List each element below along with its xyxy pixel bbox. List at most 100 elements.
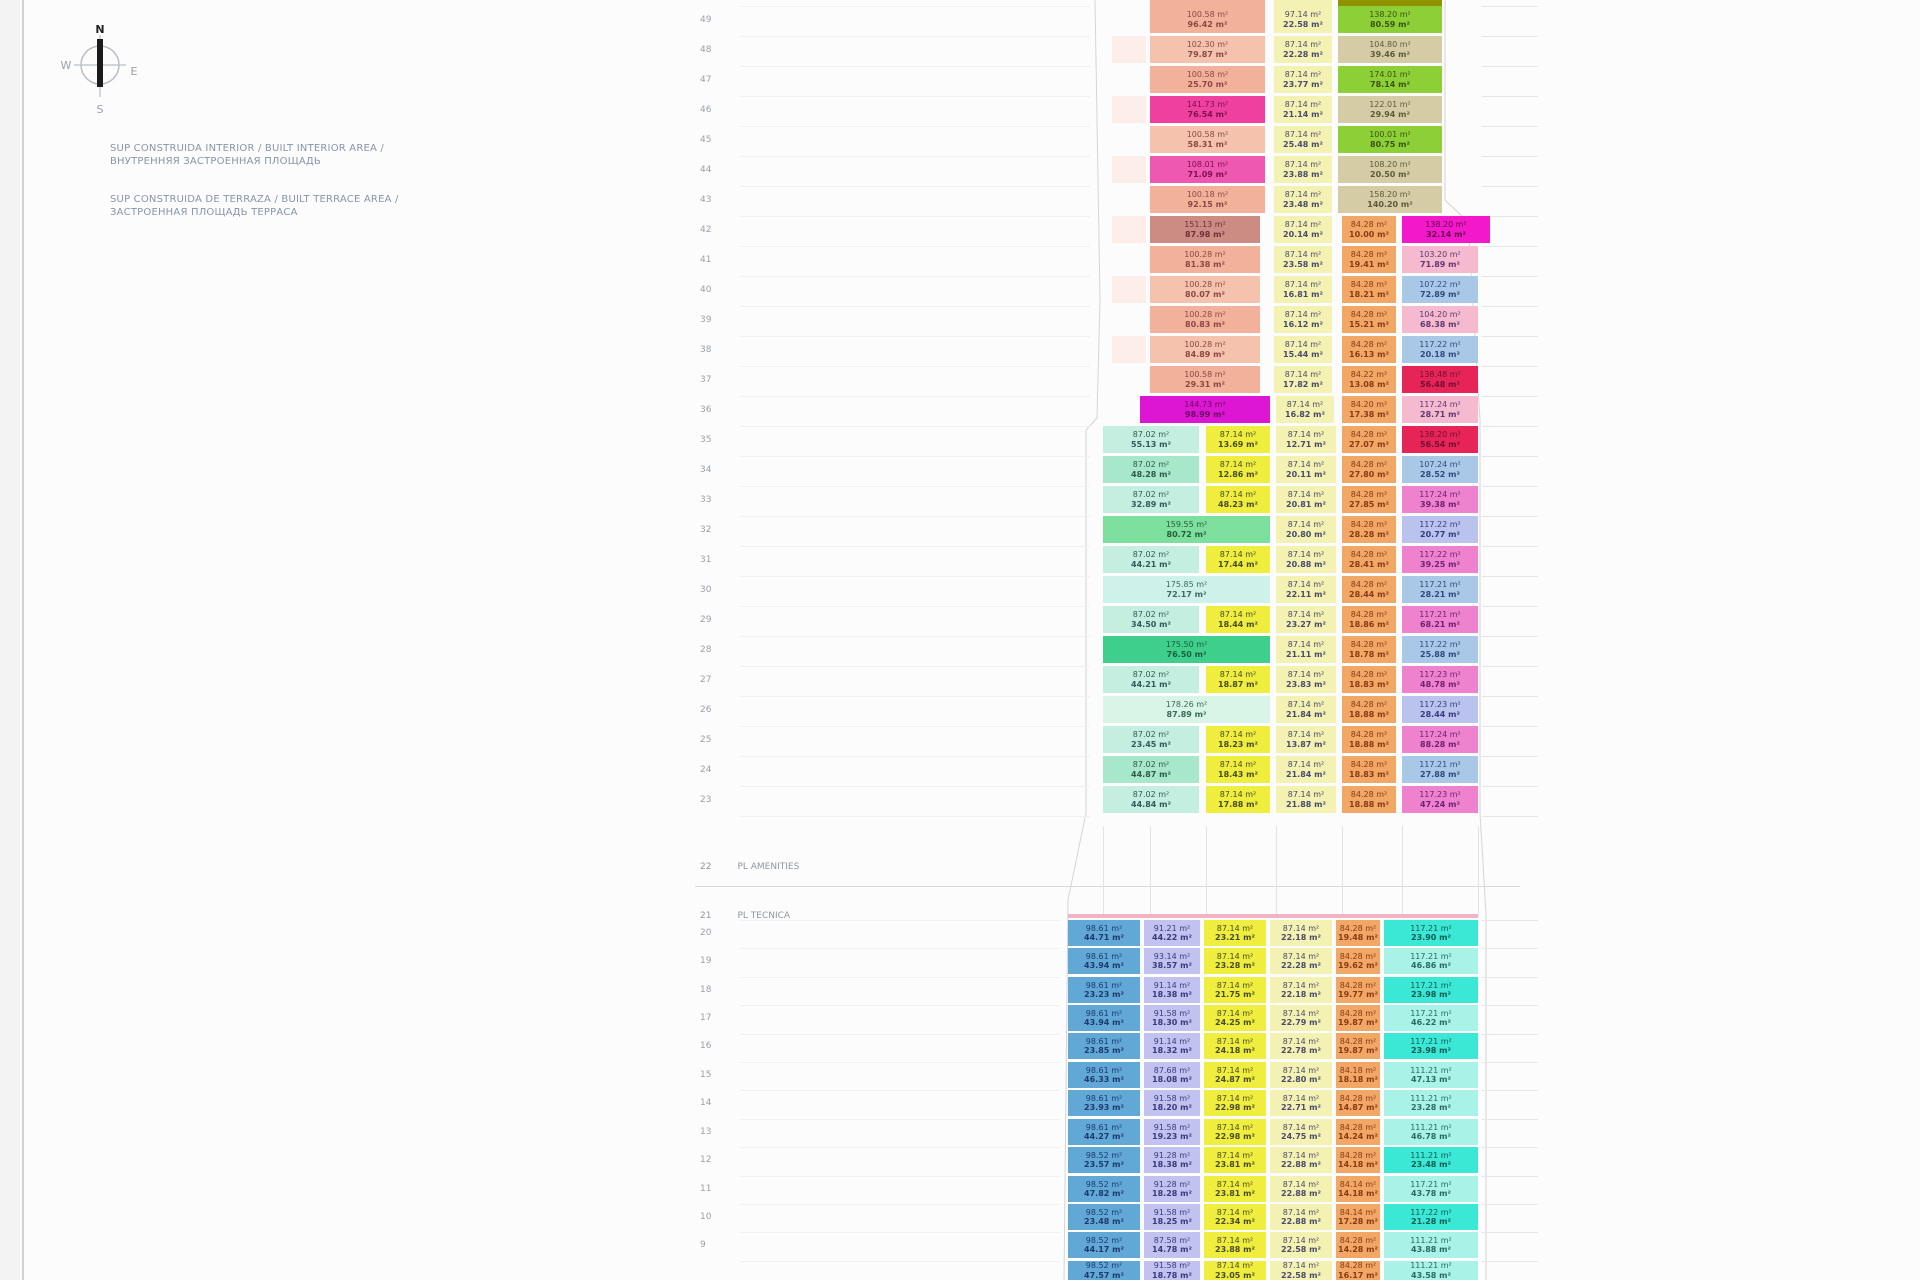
interior-area-value: 87.14 m²: [1282, 1150, 1320, 1160]
area-cell: 87.14 m² 23.83 m²: [1276, 666, 1336, 693]
interior-area-value: 91.21 m²: [1153, 923, 1191, 933]
interior-area-value: 159.55 m²: [1165, 520, 1208, 529]
terrace-area-value: 22.34 m²: [1215, 1217, 1255, 1226]
area-cell: 100.28 m² 80.07 m²: [1150, 276, 1260, 303]
area-cell: 84.28 m² 10.00 m²: [1342, 216, 1396, 243]
interior-area-value: 87.14 m²: [1287, 610, 1325, 619]
floor-number: 18: [700, 985, 712, 995]
area-cell: 87.14 m² 20.14 m²: [1274, 216, 1332, 243]
terrace-area-value: 27.80 m²: [1349, 469, 1389, 479]
interior-area-value: 84.28 m²: [1339, 1122, 1377, 1132]
terrace-area-value: 56.48 m²: [1420, 379, 1460, 389]
interior-area-value: 87.14 m²: [1287, 670, 1325, 679]
area-cell: 84.28 m² 15.21 m²: [1342, 306, 1396, 333]
terrace-area-value: 19.23 m²: [1152, 1132, 1192, 1141]
area-cell: 111.21 m² 23.48 m²: [1384, 1147, 1478, 1173]
interior-area-value: 84.28 m²: [1350, 670, 1388, 679]
terrace-area-value: 28.44 m²: [1349, 589, 1389, 599]
interior-area-value: 117.21 m²: [1410, 980, 1452, 990]
floor-level-line: [740, 1062, 1060, 1063]
interior-area-value: 87.14 m²: [1216, 1235, 1254, 1245]
area-cell: 100.28 m² 84.89 m²: [1150, 336, 1260, 363]
terrace-area-value: 17.38 m²: [1349, 409, 1389, 419]
area-cell: 87.14 m² 18.23 m²: [1206, 726, 1270, 753]
terrace-area-value: 17.44 m²: [1218, 559, 1258, 569]
interior-area-value: 84.28 m²: [1339, 1036, 1377, 1046]
area-cell: 87.14 m² 23.48 m²: [1274, 186, 1332, 213]
floor-number: 41: [700, 254, 712, 265]
area-cell: 91.58 m² 18.25 m²: [1144, 1204, 1200, 1230]
terrace-area-value: 14.87 m²: [1338, 1103, 1378, 1112]
area-cell: 87.14 m² 23.58 m²: [1274, 246, 1332, 273]
interior-area-value: 91.28 m²: [1153, 1150, 1191, 1160]
terrace-area-value: 20.18 m²: [1420, 349, 1460, 359]
area-cell: 87.14 m² 22.18 m²: [1270, 977, 1332, 1003]
terrace-area-value: 23.88 m²: [1283, 169, 1323, 179]
interior-area-value: 117.21 m²: [1410, 1036, 1452, 1046]
area-cell: 111.21 m² 46.78 m²: [1384, 1119, 1478, 1145]
terrace-area-value: 76.50 m²: [1166, 649, 1207, 659]
interior-area-value: 138.20 m²: [1419, 430, 1461, 439]
interior-area-value: 87.02 m²: [1132, 430, 1170, 439]
floor-level-line: [1482, 1090, 1538, 1091]
interior-area-value: 98.61 m²: [1085, 923, 1123, 933]
floor-level-line: [1482, 6, 1538, 7]
area-cell: 117.23 m² 47.24 m²: [1402, 786, 1478, 813]
interior-area-value: 84.28 m²: [1350, 340, 1388, 349]
terrace-area-value: 80.59 m²: [1370, 19, 1410, 29]
interior-area-value: 87.14 m²: [1216, 951, 1254, 961]
terrace-area-value: 23.27 m²: [1286, 619, 1326, 629]
interior-area-value: 117.24 m²: [1419, 730, 1461, 739]
terrace-area-value: 22.58 m²: [1281, 1245, 1321, 1254]
area-cell: 84.28 m² 27.85 m²: [1342, 486, 1396, 513]
area-cell: 117.21 m² 46.86 m²: [1384, 948, 1478, 974]
interior-area-value: 141.73 m²: [1186, 100, 1229, 109]
interior-area-value: 84.28 m²: [1350, 280, 1388, 289]
terrace-area-value: 28.28 m²: [1349, 529, 1389, 539]
interior-area-value: 87.14 m²: [1284, 310, 1322, 319]
area-cell: 98.52 m² 47.82 m²: [1068, 1176, 1140, 1202]
area-cell: 84.28 m² 19.62 m²: [1336, 948, 1380, 974]
interior-area-value: 84.28 m²: [1350, 520, 1388, 529]
area-cell: 87.02 m² 32.89 m²: [1103, 486, 1199, 513]
interior-area-value: 87.14 m²: [1284, 280, 1322, 289]
interior-area-value: 178.26 m²: [1165, 700, 1208, 709]
area-cell: 84.28 m² 27.07 m²: [1342, 426, 1396, 453]
terrace-area-value: 18.38 m²: [1152, 1160, 1192, 1169]
interior-area-value: 175.50 m²: [1165, 640, 1208, 649]
floor-level-line: [740, 246, 1090, 247]
terrace-area-value: 21.75 m²: [1215, 990, 1255, 999]
floor-level-line: [1482, 1034, 1538, 1035]
floor-number: 29: [700, 614, 712, 625]
floor-level-line: [1482, 306, 1538, 307]
compass-east-label: E: [131, 65, 138, 78]
area-cell: 84.28 m² 16.13 m²: [1342, 336, 1396, 363]
floor-level-line: [740, 1232, 1060, 1233]
interior-area-value: 87.14 m²: [1287, 700, 1325, 709]
interior-area-value: 107.24 m²: [1419, 460, 1461, 469]
floor-level-line: [740, 1119, 1060, 1120]
interior-area-value: 87.14 m²: [1287, 790, 1325, 799]
terrace-area-value: 23.98 m²: [1411, 990, 1451, 999]
interior-area-value: 98.52 m²: [1085, 1207, 1123, 1217]
floor-level-line: [1482, 96, 1538, 97]
floor-number: 27: [700, 674, 712, 685]
terrace-area-value: 43.88 m²: [1411, 1245, 1451, 1254]
interior-area-value: 87.02 m²: [1132, 550, 1170, 559]
floor-number: 22: [700, 862, 712, 872]
area-cell: 87.14 m² 22.28 m²: [1274, 36, 1332, 63]
area-cell: 98.61 m² 23.23 m²: [1068, 977, 1140, 1003]
interior-area-value: 87.14 m²: [1284, 100, 1322, 109]
interior-area-value: 84.18 m²: [1339, 1065, 1377, 1075]
terrace-area-value: 140.20 m²: [1367, 199, 1413, 209]
area-cell: [1112, 216, 1146, 243]
interior-area-value: 87.14 m²: [1219, 490, 1257, 499]
terrace-area-value: 72.89 m²: [1420, 289, 1460, 299]
column-guide-line: [1342, 826, 1343, 916]
area-cell: 87.14 m² 22.78 m²: [1270, 1033, 1332, 1059]
area-cell: 138.20 m² 32.14 m²: [1402, 216, 1490, 243]
interior-area-value: 117.23 m²: [1419, 700, 1461, 709]
floor-level-line: [1482, 456, 1538, 457]
terrace-area-value: 16.12 m²: [1283, 319, 1323, 329]
